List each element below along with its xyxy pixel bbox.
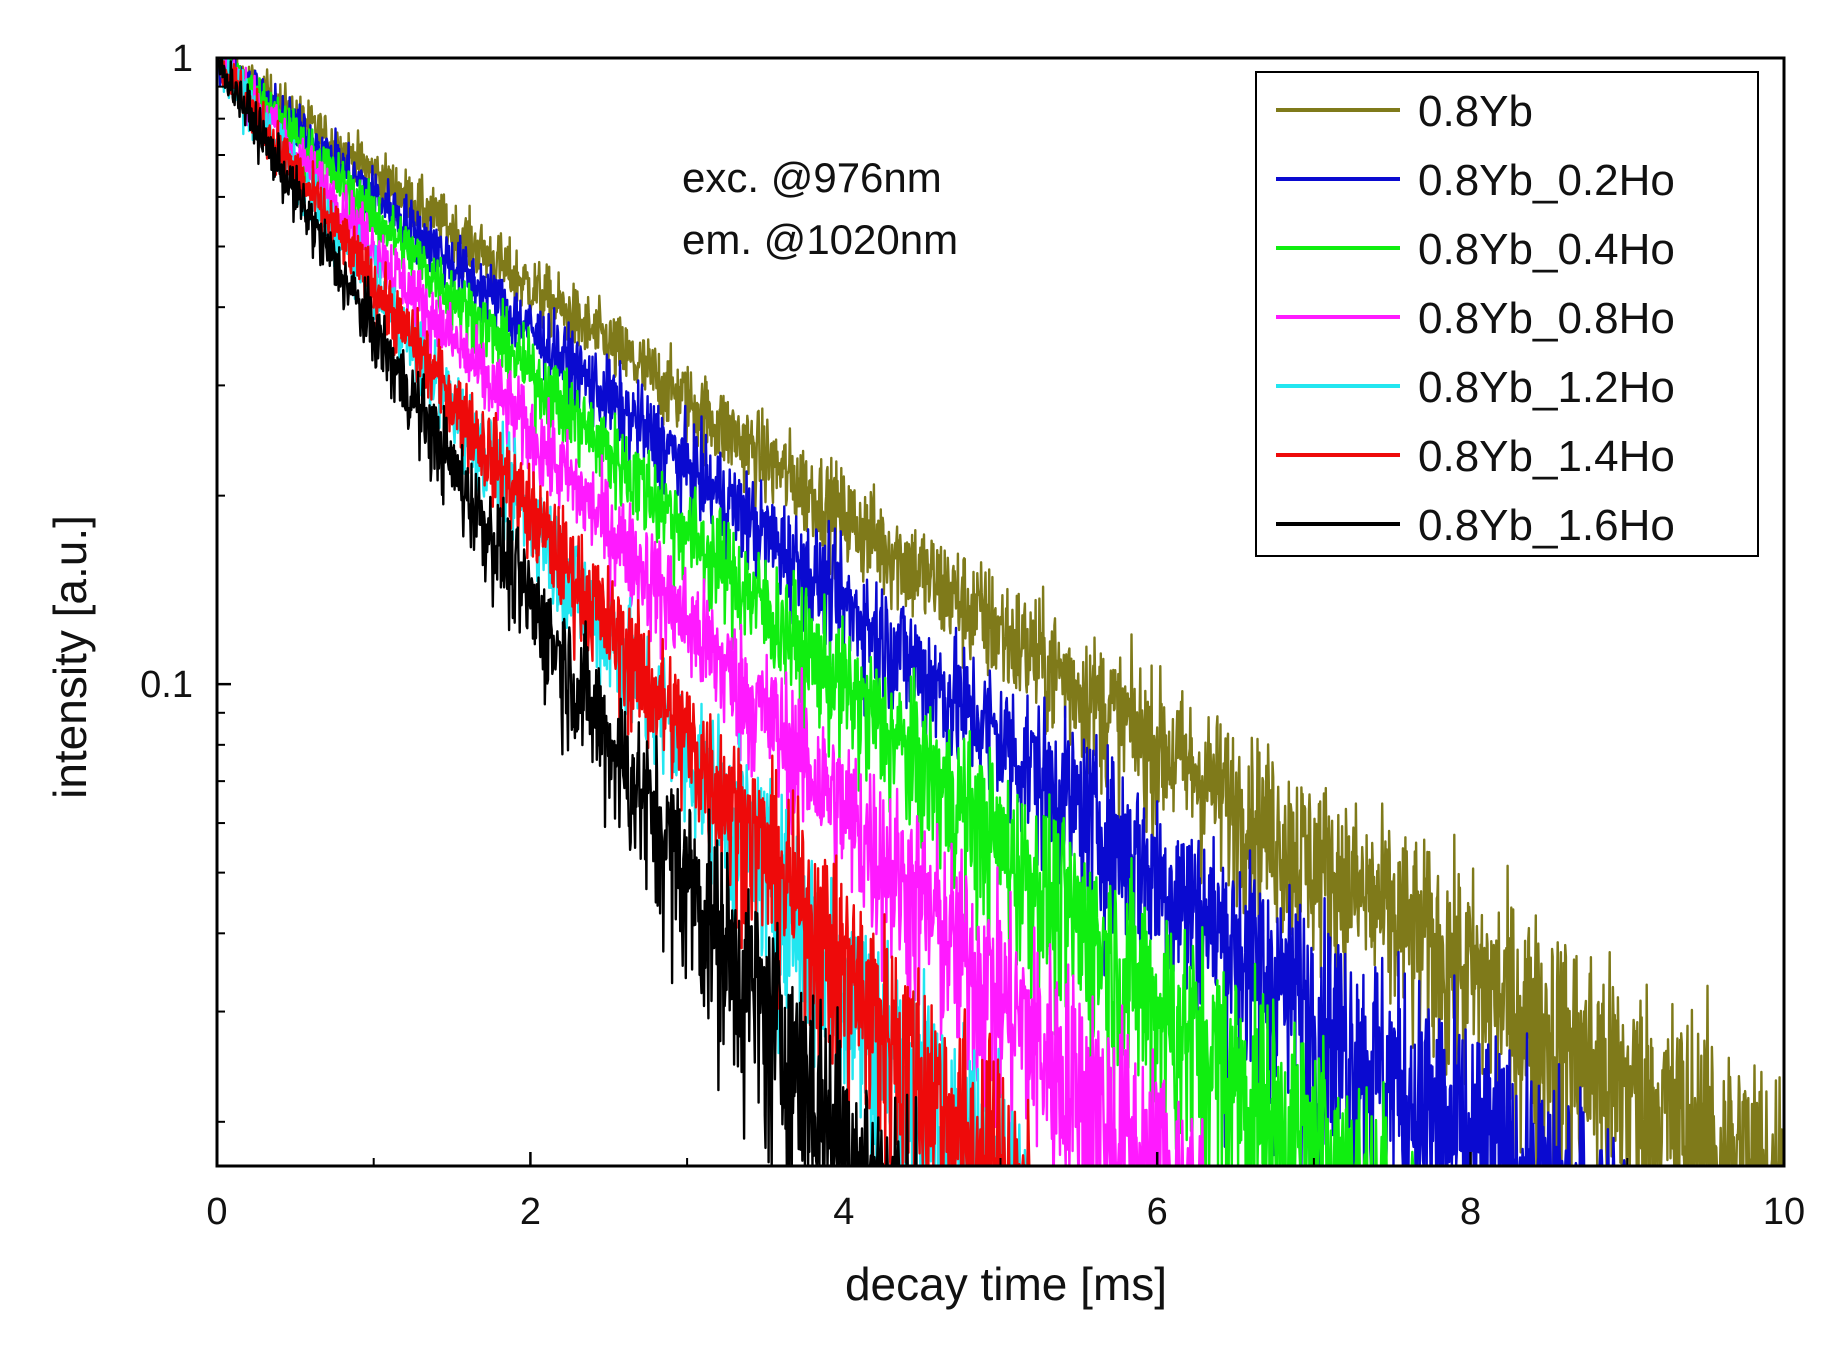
annotation-excitation: exc. @976nm bbox=[682, 154, 942, 201]
y-axis-title: intensity [a.u.] bbox=[44, 515, 96, 799]
x-tick-label: 4 bbox=[833, 1191, 854, 1233]
legend-label: 0.8Yb_1.2Ho bbox=[1418, 363, 1675, 412]
legend-label: 0.8Yb_0.2Ho bbox=[1418, 156, 1675, 205]
legend: 0.8Yb 0.8Yb_0.2Ho 0.8Yb_0.4Ho 0.8Yb_0.8Ho 0.… bbox=[1255, 71, 1759, 557]
x-tick-label: 2 bbox=[520, 1191, 541, 1233]
legend-label: 0.8Yb_0.4Ho bbox=[1418, 225, 1675, 274]
legend-label: 0.8Yb bbox=[1418, 87, 1533, 136]
y-tick-label: 1 bbox=[172, 38, 193, 80]
axis-ticks: 0 2 4 6 8 10 1 0.1 bbox=[140, 38, 1805, 1233]
legend-box bbox=[1255, 71, 1759, 557]
plot-curves bbox=[215, 56, 1785, 1168]
series-line-0-8yb-0-2ho bbox=[216, 56, 1628, 1168]
legend-label: 0.8Yb_1.6Ho bbox=[1418, 501, 1675, 550]
legend-label: 0.8Yb_1.4Ho bbox=[1418, 432, 1675, 481]
series-line-0-8yb-0-8ho bbox=[216, 56, 1205, 1168]
x-tick-label: 0 bbox=[206, 1191, 227, 1233]
y-tick-label: 0.1 bbox=[140, 664, 193, 706]
x-axis-title: decay time [ms] bbox=[845, 1258, 1167, 1310]
series-line-0-8yb bbox=[216, 56, 1785, 1168]
legend-label: 0.8Yb_0.8Ho bbox=[1418, 294, 1675, 343]
x-tick-label: 6 bbox=[1147, 1191, 1168, 1233]
x-tick-label: 10 bbox=[1763, 1191, 1805, 1233]
x-tick-label: 8 bbox=[1460, 1191, 1481, 1233]
series-line-0-8yb-1-4ho bbox=[216, 56, 1033, 1168]
annotation-emission: em. @1020nm bbox=[682, 216, 958, 263]
series-line-0-8yb-1-6ho bbox=[215, 56, 923, 1168]
series-line-0-8yb-0-4ho bbox=[216, 56, 1425, 1168]
